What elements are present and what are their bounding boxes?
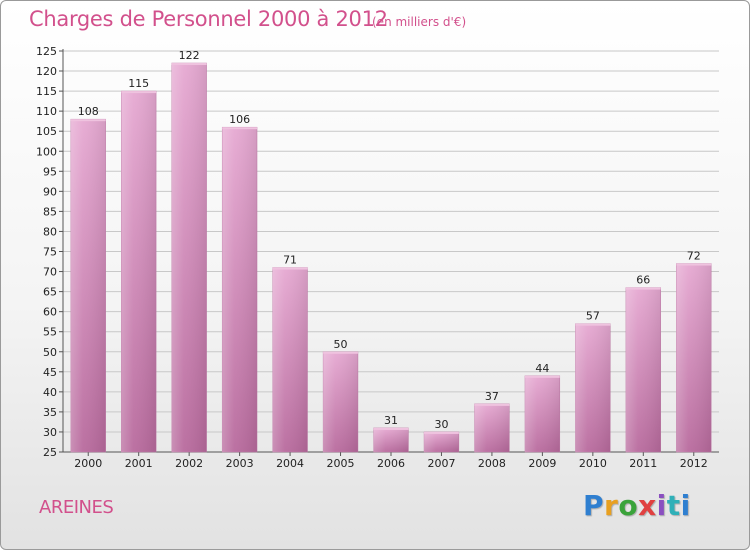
- y-tick-label: 30: [43, 426, 57, 439]
- bar-shine: [222, 127, 258, 452]
- grid-lines: [63, 50, 719, 453]
- y-tick-label: 115: [36, 85, 57, 98]
- y-tick-label: 80: [43, 225, 57, 238]
- bars: [70, 62, 712, 453]
- x-tick-label: 2005: [327, 457, 355, 470]
- y-tick-label: 100: [36, 145, 57, 158]
- data-label: 31: [384, 414, 398, 427]
- logo-letter: P: [583, 489, 605, 522]
- data-label: 30: [434, 418, 448, 431]
- bar-shine: [121, 91, 157, 452]
- data-label: 57: [586, 310, 600, 323]
- bar-shine: [424, 431, 459, 452]
- bar-cap: [171, 63, 207, 66]
- bar-cap: [70, 119, 106, 122]
- y-tick-label: 70: [43, 266, 57, 279]
- logo-letter: t: [666, 489, 681, 522]
- y-tick-label: 35: [43, 406, 57, 419]
- bar-shine: [373, 427, 409, 452]
- x-tick-label: 2007: [427, 457, 455, 470]
- data-label: 44: [535, 362, 549, 375]
- x-tick-label: 2004: [276, 457, 304, 470]
- y-tick-label: 60: [43, 306, 57, 319]
- data-label: 122: [179, 49, 200, 62]
- bar-cap: [474, 403, 510, 406]
- x-tick-label: 2006: [377, 457, 405, 470]
- data-labels: 108 115 122 106 71 50 31 30 37 44 57 66 72: [78, 49, 701, 431]
- x-tick-label: 2012: [680, 457, 708, 470]
- x-tick-label: 2002: [175, 457, 203, 470]
- bar-cap: [373, 427, 409, 430]
- data-label: 106: [229, 113, 250, 126]
- data-label: 71: [283, 254, 297, 267]
- bar-cap: [222, 127, 258, 130]
- y-tick-label: 40: [43, 386, 57, 399]
- y-tick-label: 105: [36, 125, 57, 138]
- logo-letter: i: [680, 489, 691, 522]
- data-label: 108: [78, 105, 99, 118]
- y-tick-label: 85: [43, 205, 57, 218]
- bar-shine: [272, 267, 308, 452]
- bar-cap: [323, 351, 358, 354]
- y-tick-label: 65: [43, 286, 57, 299]
- data-label: 115: [128, 77, 149, 90]
- logo-letter: i: [656, 489, 667, 522]
- y-tick-label: 50: [43, 346, 57, 359]
- y-tick-label: 55: [43, 326, 57, 339]
- y-tick-label: 120: [36, 65, 57, 78]
- x-tick-label: 2000: [74, 457, 102, 470]
- x-tick-label: 2001: [125, 457, 153, 470]
- bar-shine: [474, 403, 510, 452]
- bar-cap: [524, 375, 560, 378]
- bar-cap: [625, 287, 661, 290]
- data-label: 72: [687, 250, 701, 263]
- bar-shine: [70, 119, 106, 453]
- proxiti-logo: Proxiti: [583, 489, 691, 522]
- x-tick-label: 2010: [579, 457, 607, 470]
- bar-cap: [121, 91, 157, 94]
- bar-cap: [424, 431, 459, 434]
- x-tick-label: 2008: [478, 457, 506, 470]
- x-tick-label: 2003: [226, 457, 254, 470]
- bar-shine: [524, 375, 560, 452]
- bar-cap: [575, 323, 611, 326]
- data-label: 66: [636, 274, 650, 287]
- bar-shine: [575, 323, 611, 452]
- y-tick-label: 45: [43, 366, 57, 379]
- commune-name: AREINES: [39, 497, 114, 518]
- data-label: 37: [485, 390, 499, 403]
- data-label: 50: [334, 338, 348, 351]
- y-tick-label: 25: [43, 446, 57, 459]
- bar-cap: [272, 267, 308, 270]
- bar-shine: [625, 287, 661, 452]
- y-tick-label: 95: [43, 165, 57, 178]
- chart-unit: (en milliers d'€): [372, 15, 467, 29]
- logo-letter: r: [604, 489, 619, 522]
- bar-shine: [171, 63, 207, 452]
- x-tick-label: 2011: [629, 457, 657, 470]
- bar-shine: [323, 351, 358, 452]
- y-tick-label: 75: [43, 246, 57, 259]
- y-tick-label: 125: [36, 45, 57, 58]
- x-tick-label: 2009: [528, 457, 556, 470]
- logo-letter: x: [638, 489, 657, 522]
- logo-letter: o: [618, 489, 639, 522]
- bar-shine: [676, 263, 712, 452]
- bar-cap: [676, 263, 712, 266]
- y-tick-label: 90: [43, 185, 57, 198]
- chart-title: Charges de Personnel 2000 à 2012: [29, 7, 388, 31]
- y-tick-label: 110: [36, 105, 57, 118]
